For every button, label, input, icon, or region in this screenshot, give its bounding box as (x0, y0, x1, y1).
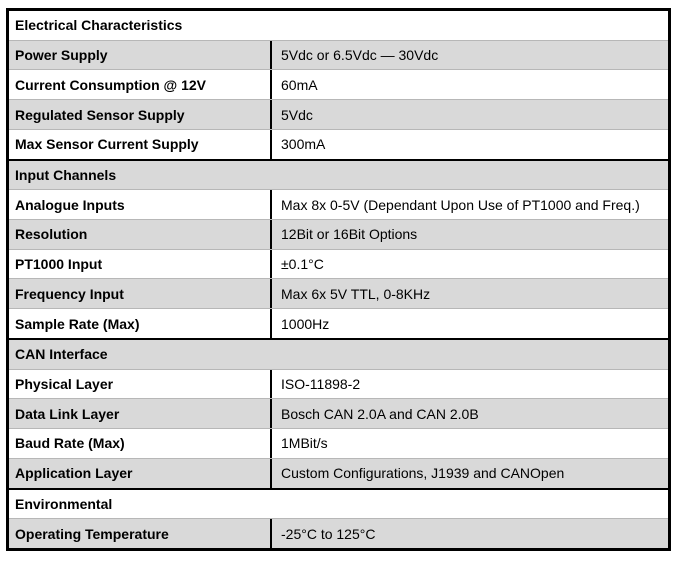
spec-label: Sample Rate (Max) (9, 309, 272, 338)
spec-value: Max 6x 5V TTL, 0-8KHz (281, 285, 431, 302)
spec-label: Baud Rate (Max) (9, 429, 272, 458)
spec-label: Regulated Sensor Supply (9, 100, 272, 129)
spec-value: 5Vdc (281, 106, 313, 123)
spec-row: Power Supply 5Vdc or 6.5Vdc — 30Vdc (9, 39, 668, 70)
spec-label: Power Supply (9, 40, 272, 70)
spec-row: Frequency Input Max 6x 5V TTL, 0-8KHz (9, 278, 668, 309)
spec-label: PT1000 Input (9, 249, 272, 279)
spec-label: Analogue Inputs (9, 190, 272, 220)
spec-row: Data Link Layer Bosch CAN 2.0A and CAN 2.… (9, 398, 668, 429)
spec-row: PT1000 Input ±0.1°C (9, 248, 668, 279)
spec-row: Physical Layer ISO-11898-2 (9, 368, 668, 399)
spec-label: Data Link Layer (9, 399, 272, 429)
spec-label: Frequency Input (9, 279, 272, 309)
spec-value: Bosch CAN 2.0A and CAN 2.0B (281, 405, 479, 422)
spec-label: Physical Layer (9, 369, 272, 399)
section-title: Electrical Characteristics (15, 17, 183, 34)
section-title: Environmental (15, 495, 113, 512)
spec-label: Application Layer (9, 458, 272, 488)
spec-label: Resolution (9, 220, 272, 249)
spec-row: Application Layer Custom Configurations, … (9, 457, 668, 488)
spec-label: Current Consumption @ 12V (9, 70, 272, 100)
spec-value: ±0.1°C (281, 256, 324, 273)
section-title: Input Channels (15, 166, 117, 183)
spec-row: Analogue Inputs Max 8x 0-5V (Dependant Up… (9, 189, 668, 220)
spec-row: Resolution 12Bit or 16Bit Options (9, 219, 668, 249)
spec-row: Baud Rate (Max) 1MBit/s (9, 428, 668, 458)
spec-value: -25°C to 125°C (281, 525, 376, 542)
spec-row: Operating Temperature -25°C to 125°C (9, 518, 668, 548)
section-header-row: Input Channels (9, 158, 668, 190)
spec-row: Sample Rate (Max) 1000Hz (9, 308, 668, 338)
spec-value: 12Bit or 16Bit Options (281, 226, 418, 243)
spec-value: 1000Hz (281, 315, 330, 332)
section-header-row: CAN Interface (9, 337, 668, 369)
spec-value: 60mA (281, 76, 318, 93)
specification-table: Electrical Characteristics Power Supply 5V… (6, 8, 671, 551)
spec-value: 1MBit/s (281, 435, 328, 452)
section-title: CAN Interface (15, 346, 108, 363)
spec-value: 300mA (281, 136, 326, 153)
spec-value: 5Vdc or 6.5Vdc — 30Vdc (281, 47, 439, 64)
section-header-row: Electrical Characteristics (9, 11, 668, 40)
section-header-row: Environmental (9, 487, 668, 519)
spec-value: ISO-11898-2 (281, 375, 361, 392)
spec-row: Current Consumption @ 12V 60mA (9, 69, 668, 100)
spec-label: Max Sensor Current Supply (9, 129, 272, 159)
spec-row: Regulated Sensor Supply 5Vdc (9, 99, 668, 129)
spec-value: Custom Configurations, J1939 and CANOpen (281, 465, 565, 482)
spec-value: Max 8x 0-5V (Dependant Upon Use of PT100… (281, 196, 640, 213)
spec-row: Max Sensor Current Supply 300mA (9, 128, 668, 159)
spec-label: Operating Temperature (9, 519, 272, 548)
